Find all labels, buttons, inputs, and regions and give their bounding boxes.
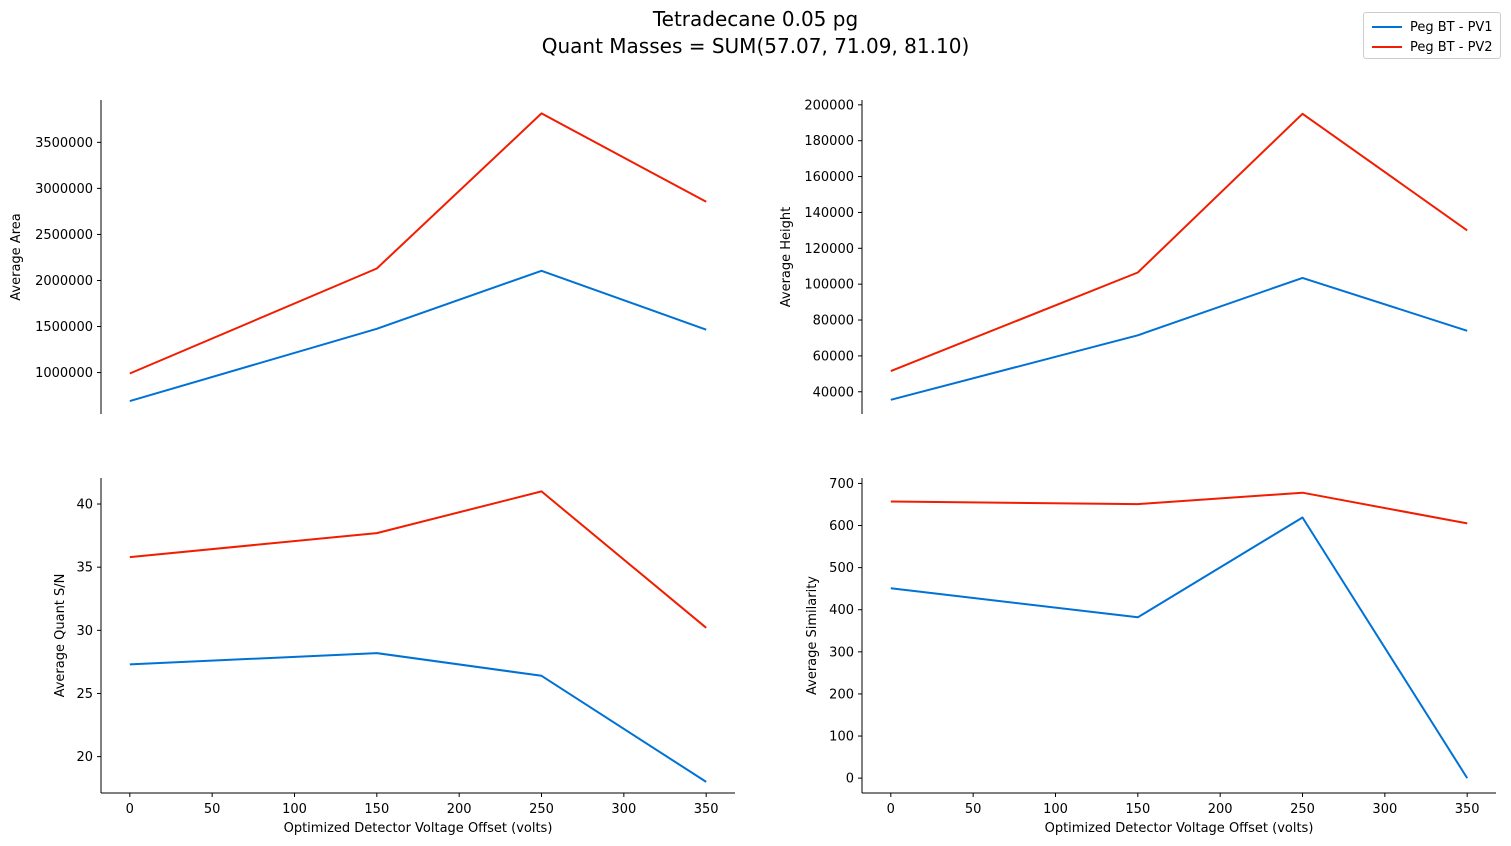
y-tick-label: 200 <box>829 687 854 702</box>
y-tick-label: 25 <box>76 687 93 702</box>
x-tick-label: 150 <box>364 802 389 817</box>
y-tick-label: 3000000 <box>35 182 93 197</box>
series-line-pv1 <box>890 516 1469 779</box>
y-tick-label: 80000 <box>813 314 854 329</box>
y-tick-label: 200000 <box>804 98 854 113</box>
y-tick-label: 30 <box>76 624 93 639</box>
x-tick-label: 50 <box>965 802 982 817</box>
legend-swatch-pv2 <box>1372 46 1402 48</box>
y-tick-label: 300 <box>829 645 854 660</box>
x-tick-label: 300 <box>611 802 636 817</box>
subplot-sn: 20 25 30 35 40 0 50 100 150 200 250 300 350 Average Q… <box>53 478 735 836</box>
y-tick-label: 0 <box>846 772 854 787</box>
legend-swatch-pv1 <box>1372 26 1402 28</box>
y-tick-label: 140000 <box>804 206 854 221</box>
series-line-pv2 <box>129 490 707 629</box>
y-tick-label: 3500000 <box>35 136 93 151</box>
y-tick-label: 100 <box>829 730 854 745</box>
y-tick-label: 1000000 <box>35 366 93 381</box>
x-tick-label: 50 <box>204 802 221 817</box>
y-tick-label: 40 <box>76 498 93 513</box>
x-tick-label: 350 <box>694 802 719 817</box>
x-tick-label: 200 <box>1208 802 1233 817</box>
y-tick-label: 400 <box>829 603 854 618</box>
y-axis-label: Average Height <box>779 207 794 308</box>
series-line-pv2 <box>890 491 1468 525</box>
x-tick-label: 0 <box>126 802 134 817</box>
x-axis-label: Optimized Detector Voltage Offset (volts… <box>284 821 553 836</box>
series-line-pv1 <box>129 269 707 403</box>
figure-title: Tetradecane 0.05 pg Quant Masses = SUM(5… <box>0 6 1511 60</box>
y-axis-label: Average Similarity <box>805 576 820 695</box>
x-tick-label: 100 <box>1043 802 1068 817</box>
subplot-height: 40000 60000 80000 100000 120000 140000 160000 1… <box>779 98 1468 414</box>
x-tick-label: 0 <box>887 802 895 817</box>
y-tick-label: 35 <box>76 561 93 576</box>
figure-title-line1: Tetradecane 0.05 pg <box>652 7 859 31</box>
y-tick-label: 20 <box>76 750 93 765</box>
legend-entry-pv1: Peg BT - PV1 <box>1372 18 1493 36</box>
x-axis-label: Optimized Detector Voltage Offset (volts… <box>1045 821 1314 836</box>
subplot-similarity: 0 100 200 300 400 500 600 700 0 50 100 150 200 250 300… <box>805 477 1496 836</box>
y-tick-label: 100000 <box>804 278 854 293</box>
legend-label-pv1: Peg BT - PV1 <box>1410 19 1493 35</box>
x-tick-label: 300 <box>1372 802 1397 817</box>
x-tick-label: 150 <box>1125 802 1150 817</box>
legend-entry-pv2: Peg BT - PV2 <box>1372 38 1493 56</box>
y-tick-label: 40000 <box>813 385 854 400</box>
y-tick-label: 120000 <box>804 242 854 257</box>
y-axis-label: Average Quant S/N <box>53 574 68 698</box>
legend: Peg BT - PV1 Peg BT - PV2 <box>1363 12 1501 59</box>
y-tick-label: 60000 <box>813 349 854 364</box>
x-tick-label: 200 <box>447 802 472 817</box>
x-tick-label: 350 <box>1455 802 1480 817</box>
figure-title-line2: Quant Masses = SUM(57.07, 71.09, 81.10) <box>541 34 970 58</box>
y-tick-label: 1500000 <box>35 320 93 335</box>
subplot-area: 1000000 1500000 2000000 2500000 3000000 35000… <box>9 100 707 414</box>
series-line-pv2 <box>890 112 1468 373</box>
y-tick-label: 180000 <box>804 134 854 149</box>
y-tick-label: 160000 <box>804 170 854 185</box>
series-line-pv1 <box>129 652 707 783</box>
series-line-pv2 <box>129 112 707 375</box>
y-tick-label: 600 <box>829 519 854 534</box>
legend-label-pv2: Peg BT - PV2 <box>1410 39 1493 55</box>
y-tick-label: 2000000 <box>35 274 93 289</box>
y-tick-label: 2500000 <box>35 228 93 243</box>
x-tick-label: 250 <box>529 802 554 817</box>
x-tick-label: 100 <box>282 802 307 817</box>
y-tick-label: 700 <box>829 477 854 492</box>
y-axis-label: Average Area <box>9 213 24 300</box>
x-tick-label: 250 <box>1290 802 1315 817</box>
y-tick-label: 500 <box>829 561 854 576</box>
series-line-pv1 <box>890 276 1468 401</box>
